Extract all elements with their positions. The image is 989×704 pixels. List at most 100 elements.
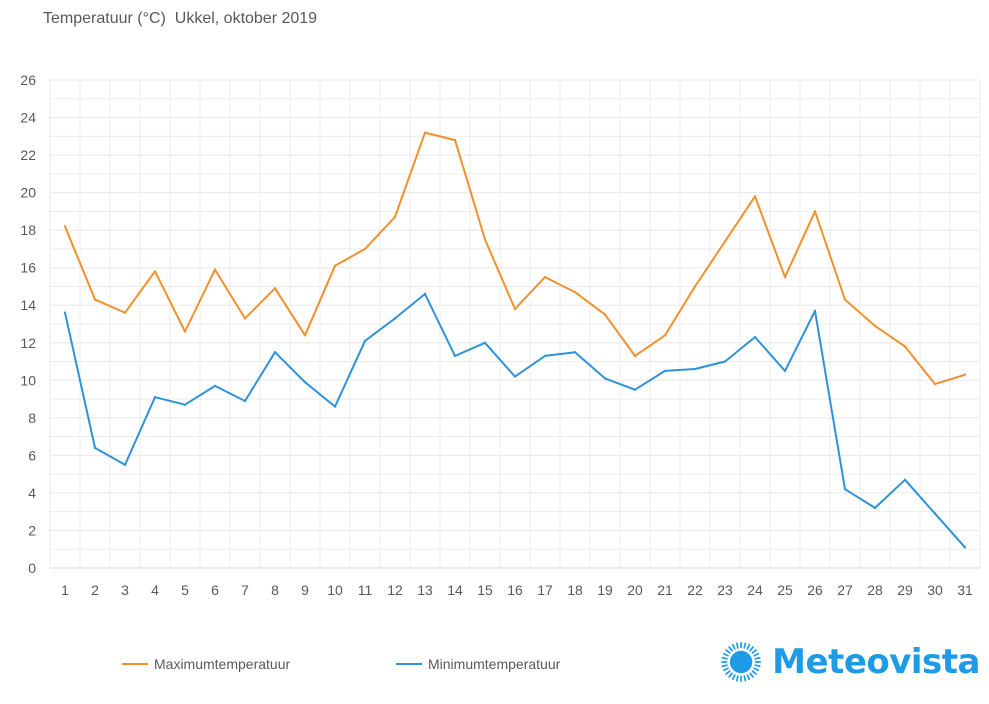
grid-layer: [49, 79, 981, 569]
legend: Maximumtemperatuur Minimumtemperatuur: [0, 656, 989, 676]
y-tick-label: 6: [28, 447, 36, 463]
max-point: [123, 311, 127, 314]
sun-ray: [753, 667, 760, 672]
min-point: [753, 335, 757, 339]
x-tick-label: 21: [657, 582, 673, 598]
x-tick-label: 18: [567, 582, 583, 598]
max-point: [273, 287, 277, 290]
sun-ray: [728, 672, 733, 678]
chart-title: Temperatuur (°C) Ukkel, oktober 2019: [43, 10, 318, 27]
x-tick-label: 13: [417, 582, 433, 598]
max-point: [573, 290, 577, 294]
min-point: [243, 399, 247, 403]
max-point: [453, 138, 457, 142]
min-point: [963, 546, 967, 549]
min-point: [873, 506, 877, 510]
y-tick-label: 8: [28, 410, 36, 426]
sun-ray: [735, 642, 739, 649]
sun-ray: [746, 643, 751, 650]
x-tick-label: 12: [387, 582, 403, 598]
x-tick-label: 2: [91, 582, 99, 598]
sun-ray: [749, 646, 754, 652]
min-point: [273, 350, 277, 354]
min-point: [663, 369, 667, 373]
sun-ray: [751, 649, 757, 654]
max-point: [333, 264, 337, 268]
max-point: [903, 345, 907, 348]
sun-ray: [725, 649, 731, 654]
x-tick-label: 14: [447, 582, 463, 598]
y-tick-label: 18: [20, 222, 36, 238]
max-point: [753, 195, 757, 198]
legend-label-min: Minimumtemperatuur: [428, 656, 561, 672]
max-point: [153, 270, 157, 273]
legend-item-max[interactable]: Maximumtemperatuur: [122, 656, 290, 672]
x-tick-label: 9: [301, 582, 309, 598]
sun-ray: [725, 670, 731, 675]
max-point: [783, 275, 787, 279]
max-point: [963, 373, 967, 376]
x-tick-label: 23: [717, 582, 733, 598]
x-tick-label: 31: [957, 582, 973, 598]
x-tick-label: 16: [507, 582, 523, 598]
x-tick-label: 10: [327, 582, 343, 598]
meteovista-logo: Meteovista: [720, 630, 980, 694]
max-point: [513, 307, 517, 311]
y-tick-label: 20: [20, 185, 36, 201]
max-point: [393, 215, 397, 219]
min-point: [933, 512, 937, 515]
sun-ray: [721, 656, 728, 660]
y-tick-label: 14: [20, 297, 36, 313]
x-tick-label: 19: [597, 582, 613, 598]
max-point: [603, 313, 607, 316]
max-point: [93, 298, 97, 301]
sun-ray: [721, 664, 728, 668]
min-point: [63, 311, 67, 314]
y-tick-label: 26: [20, 72, 36, 88]
legend-swatch-max: [122, 663, 148, 665]
sun-ray: [735, 675, 739, 682]
x-tick-label: 25: [777, 582, 793, 598]
max-point: [63, 225, 67, 228]
min-point: [393, 317, 397, 320]
sun-ray: [728, 646, 733, 652]
x-tick-label: 17: [537, 582, 553, 598]
legend-swatch-min: [396, 663, 422, 665]
y-tick-label: 22: [20, 147, 36, 163]
min-point: [723, 360, 727, 363]
y-tick-label: 10: [20, 372, 36, 388]
legend-label-max: Maximumtemperatuur: [154, 656, 291, 672]
max-point: [243, 317, 247, 320]
x-tick-label: 24: [747, 582, 763, 598]
x-tick-label: 6: [211, 582, 219, 598]
x-tick-label: 22: [687, 582, 703, 598]
y-tick-label: 4: [28, 485, 36, 501]
y-tick-label: 12: [20, 335, 36, 351]
max-point: [303, 334, 307, 337]
x-tick-label: 20: [627, 582, 643, 598]
x-tick-label: 5: [181, 582, 189, 598]
min-point: [693, 367, 697, 371]
min-point: [483, 341, 487, 344]
min-point: [513, 375, 517, 378]
sun-ray: [743, 642, 747, 649]
sun-ray: [749, 672, 754, 678]
x-tick-label: 8: [271, 582, 279, 598]
sun-ray: [753, 652, 760, 657]
series-layer: [63, 131, 967, 549]
sun-ray: [751, 670, 757, 675]
max-point: [543, 275, 547, 279]
max-point: [693, 285, 697, 288]
min-point: [363, 339, 367, 343]
legend-item-min[interactable]: Minimumtemperatuur: [396, 656, 560, 672]
sun-ray: [754, 656, 761, 660]
x-tick-label: 28: [867, 582, 883, 598]
min-point: [423, 292, 427, 296]
sun-ray: [723, 652, 729, 657]
sun-ray: [731, 643, 736, 650]
min-point: [153, 396, 157, 399]
logo-text: Meteovista: [772, 642, 980, 682]
x-axis-ticks: 1 2 3 4 5 6 7 8 9 10 11 12 13 14 15 16 17 18 19 20 21 22 23 24 2…: [61, 582, 973, 598]
sun-ray: [723, 667, 729, 672]
